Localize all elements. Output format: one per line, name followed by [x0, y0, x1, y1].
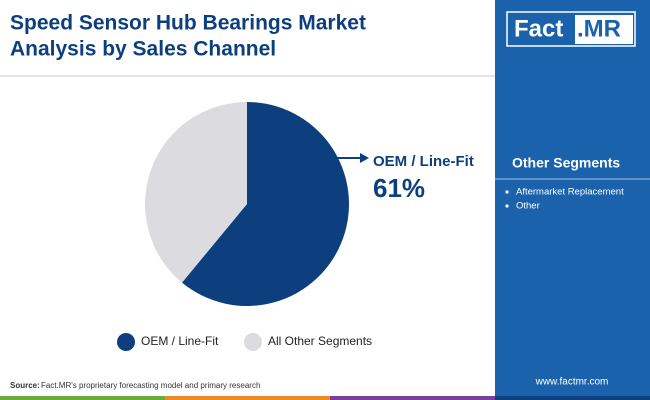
bullet	[505, 204, 509, 208]
legend-swatch	[117, 333, 135, 351]
bullet	[505, 190, 509, 194]
pie	[145, 102, 349, 306]
pie-slice	[145, 102, 247, 283]
legend-swatch	[244, 333, 262, 351]
legend-label: OEM / Line-Fit	[141, 334, 219, 348]
source-label: Source:	[10, 381, 40, 390]
title: Speed Sensor Hub Bearings Market	[10, 12, 366, 35]
logo-frame	[506, 11, 636, 47]
logo-text: Fact	[514, 15, 563, 42]
callout-label: OEM / Line-Fit	[373, 153, 474, 170]
stripe	[165, 396, 330, 400]
pie-slice	[181, 102, 349, 306]
logo-text: .MR	[577, 15, 621, 42]
legend-label: All Other Segments	[268, 334, 372, 348]
panel-item: Other	[516, 201, 540, 212]
source-text: Fact.MR's proprietary forecasting model …	[41, 381, 260, 390]
callout-value: 61%	[373, 173, 425, 203]
panel-item: Aftermarket Replacement	[516, 187, 624, 198]
callout-arrow-head	[360, 153, 369, 163]
side-panel	[495, 0, 650, 400]
title: Analysis by Sales Channel	[10, 38, 276, 61]
panel-title: Other Segments	[512, 155, 620, 171]
stripe	[0, 396, 165, 400]
website: www.factmr.com	[535, 377, 609, 388]
logo-box	[575, 15, 633, 44]
stripe	[495, 396, 650, 400]
legend: OEM / Line-Fit All Other Segments	[117, 333, 372, 351]
stripe	[330, 396, 495, 400]
